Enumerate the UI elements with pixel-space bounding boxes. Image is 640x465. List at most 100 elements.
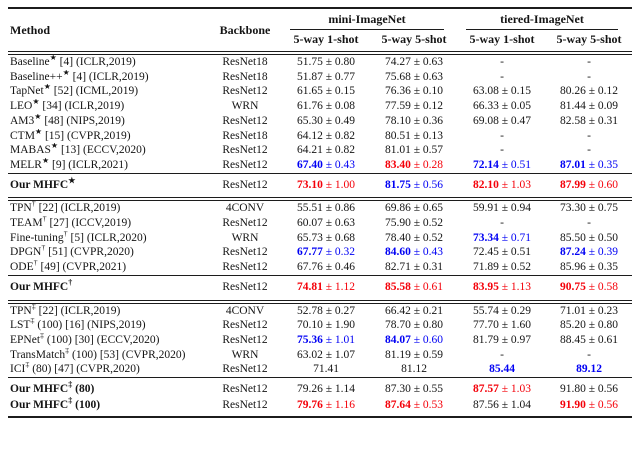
table-row: TPN‡ [22] (ICLR,2019) 4CONV 52.78 ± 0.27 66… (8, 302, 632, 319)
method-citation: [13] (ECCV,2020) (58, 144, 146, 157)
result-cell: - (500, 70, 504, 83)
method-citation: [9] (ICLR,2021) (49, 158, 129, 171)
confidence-interval: ± 1.00 (322, 179, 356, 192)
method-citation: (80) (72, 382, 95, 395)
result-cell: 81.75 ± 0.56 (370, 172, 459, 202)
result-cell: 65.73 ± 0.68 (282, 231, 370, 246)
confidence-interval: ± 0.60 (585, 179, 619, 192)
backbone-cell: ResNet12 (222, 246, 268, 259)
result-cell: 72.14 ± 0.51 (458, 158, 546, 173)
accuracy-value: 77.59 (384, 100, 411, 113)
method-cell: TPN‡ [22] (ICLR,2019) (8, 302, 208, 319)
confidence-interval: ± 1.16 (322, 399, 356, 412)
result-cell: 51.75 ± 0.80 (282, 53, 370, 70)
result-cell: 85.44 (458, 362, 546, 377)
result-cell: 77.70 ± 1.60 (458, 318, 546, 333)
method-marker: † (31, 199, 36, 209)
result-cell: 87.99 ± 0.60 (546, 172, 633, 202)
method-cell: Baseline★ [4] (ICLR,2019) (8, 53, 208, 70)
header-row-subcolumns: 5-way 1-shot 5-way 5-shot 5-way 1-shot 5… (8, 30, 633, 55)
method-cell: TapNet★ [52] (ICML,2019) (8, 84, 208, 99)
result-cell: 75.68 ± 0.63 (370, 70, 458, 85)
confidence-interval: ± 1.04 (498, 399, 532, 412)
confidence-interval: ± 0.77 (322, 70, 356, 83)
accuracy-value: 82.58 (559, 114, 586, 127)
result-cell: - (500, 348, 504, 361)
confidence-interval: ± 0.12 (410, 100, 444, 113)
result-cell: 75.36 ± 1.01 (282, 333, 370, 348)
confidence-interval: ± 0.35 (585, 158, 619, 171)
accuracy-value: 84.60 (384, 246, 411, 259)
method-citation: [34] (ICLR,2019) (39, 100, 125, 113)
method-citation: [4] (ICLR,2019) (56, 56, 136, 68)
table-row: CTM★ [15] (CVPR,2019) ResNet18 64.12 ± 0.8… (8, 129, 632, 144)
method-marker: ‡ (40, 332, 45, 341)
confidence-interval: ± 0.80 (585, 319, 619, 332)
result-cell: - (500, 217, 504, 230)
method-name: LEO (10, 100, 33, 113)
result-cell: 67.77 ± 0.32 (282, 245, 370, 260)
result-cell: 55.51 ± 0.86 (282, 199, 370, 216)
method-name: Our MHFC (10, 281, 69, 294)
confidence-interval: ± 1.07 (322, 348, 356, 361)
accuracy-value: 71.01 (559, 304, 586, 317)
our-method-row: Our MHFC★ ResNet12 73.10 ± 1.00 81.75 ± 0.5… (8, 172, 633, 202)
confidence-interval: ± 0.55 (410, 382, 444, 395)
confidence-interval: ± 0.86 (322, 202, 356, 215)
confidence-interval: ± 0.51 (498, 246, 532, 259)
accuracy-value: 67.40 (296, 158, 323, 171)
method-name: Baseline (10, 56, 50, 68)
method-cell: TPN† [22] (ICLR,2019) (8, 199, 208, 216)
confidence-interval: ± 0.51 (498, 158, 532, 171)
accuracy-value: 67.77 (296, 246, 323, 259)
result-cell: 61.65 ± 0.15 (282, 84, 370, 99)
result-cell: 76.36 ± 0.10 (370, 84, 458, 99)
method-cell: Our MHFC‡ (80) (8, 377, 208, 398)
method-cell: Fine-tuning† [5] (ICLR,2020) (8, 231, 208, 246)
method-citation: [51] (CVPR,2020) (45, 246, 134, 259)
confidence-interval: ± 0.56 (585, 382, 619, 395)
result-cell: 88.45 ± 0.61 (546, 333, 632, 348)
confidence-interval: ± 0.75 (585, 202, 619, 215)
table-row: TPN† [22] (ICLR,2019) 4CONV 55.51 ± 0.86 69… (8, 199, 632, 216)
method-cell: TEAM† [27] (ICCV,2019) (8, 216, 208, 231)
accuracy-value: 81.19 (384, 348, 411, 361)
confidence-interval: ± 1.60 (498, 319, 532, 332)
col-header-tiered-5shot: 5-way 5-shot (546, 30, 633, 55)
table-row: Baseline++★ [4] (ICLR,2019) ResNet18 51.87… (8, 70, 632, 85)
method-marker: † (68, 278, 73, 288)
result-cell: - (587, 129, 591, 142)
result-cell: 70.10 ± 1.90 (282, 318, 370, 333)
result-cell: 66.42 ± 0.21 (370, 302, 458, 319)
table-row: MELR★ [9] (ICLR,2021) ResNet12 67.40 ± 0.4… (8, 158, 632, 173)
method-cell: MELR★ [9] (ICLR,2021) (8, 158, 208, 173)
result-cell: - (587, 348, 591, 361)
accuracy-value: 59.91 (472, 202, 499, 215)
method-name: CTM (10, 129, 35, 142)
method-citation: (80) [47] (CVPR,2020) (29, 363, 140, 376)
result-cell: 71.01 ± 0.23 (546, 302, 632, 319)
accuracy-value: 63.08 (472, 85, 499, 98)
table-row: Baseline★ [4] (ICLR,2019) ResNet18 51.75 ±… (8, 53, 632, 70)
our-method-row: Our MHFC† ResNet12 74.81 ± 1.12 85.58 ± 0.6… (8, 274, 633, 304)
method-cell: CTM★ [15] (CVPR,2019) (8, 129, 208, 144)
result-cell: - (500, 56, 504, 68)
backbone-cell: WRN (231, 100, 259, 113)
method-name: TPN (10, 202, 32, 215)
accuracy-value: 81.75 (384, 179, 411, 192)
backbone-cell: ResNet12 (222, 363, 268, 376)
accuracy-value: 51.87 (296, 70, 323, 83)
backbone-cell: ResNet12 (222, 114, 268, 127)
method-cell: MABAS★ [13] (ECCV,2020) (8, 143, 208, 158)
accuracy-value: 80.51 (384, 129, 411, 142)
method-marker: † (33, 260, 38, 268)
accuracy-value: 87.24 (559, 246, 586, 259)
confidence-interval: ± 0.13 (410, 129, 444, 142)
method-marker: † (42, 216, 47, 224)
result-cell: 73.30 ± 0.75 (546, 199, 632, 216)
confidence-interval: ± 0.32 (322, 246, 356, 259)
accuracy-value: 75.90 (384, 217, 411, 230)
backbone-cell: ResNet12 (208, 377, 282, 398)
result-cell: - (587, 56, 591, 68)
confidence-interval: ± 0.58 (585, 281, 619, 294)
